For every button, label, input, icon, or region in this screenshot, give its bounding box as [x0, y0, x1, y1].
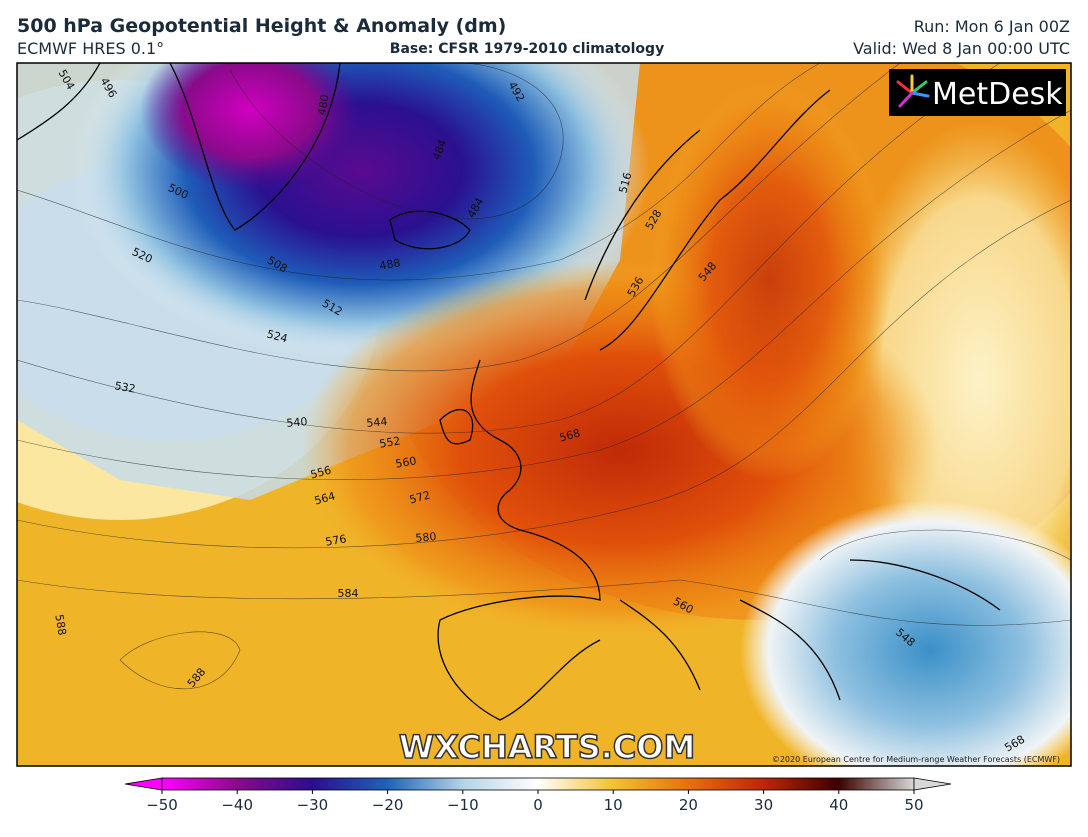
watermark: WXCHARTS.COM — [399, 728, 696, 766]
run: Run: Mon 6 Jan 00Z — [914, 17, 1070, 36]
base: Base: CFSR 1979-2010 climatology — [390, 41, 664, 57]
colorbar-tick-label: 10 — [604, 796, 623, 814]
colorbar-tick-label: 30 — [754, 796, 773, 814]
contour-label: 576 — [324, 532, 347, 548]
colorbar-tick-label: −50 — [146, 796, 178, 814]
logo: MetDesk — [932, 77, 1063, 112]
contour-label: 532 — [114, 379, 137, 395]
colorbar-tick-label: 20 — [679, 796, 698, 814]
colorbar-tick-label: 0 — [533, 796, 543, 814]
colorbar-tick-label: −40 — [221, 796, 253, 814]
copyright: ©2020 European Centre for Medium-range W… — [772, 755, 1060, 764]
colorbar-body — [161, 777, 915, 791]
contour-label: 488 — [378, 256, 401, 272]
contour-label: 580 — [415, 530, 437, 545]
contour-label: 516 — [617, 171, 635, 195]
contour-label: 568 — [558, 427, 582, 445]
valid: Valid: Wed 8 Jan 00:00 UTC — [853, 39, 1070, 58]
colorbar-arrow-high — [913, 777, 952, 791]
colorbar-arrow-low — [124, 777, 163, 791]
colorbar-tick-label: 50 — [904, 796, 923, 814]
contour-label: 524 — [265, 328, 289, 346]
contour-label: 544 — [366, 415, 388, 430]
logo-icon — [896, 74, 930, 108]
colorbar: −50 −40 −30 −20 −10 0 10 20 30 40 50 — [124, 777, 952, 814]
contour-label: 572 — [408, 489, 432, 507]
contour-label: 588 — [52, 613, 68, 636]
contour-label: 556 — [309, 464, 333, 482]
logo-box — [889, 69, 1066, 116]
colorbar-tick-label: −30 — [297, 796, 329, 814]
model: ECMWF HRES 0.1° — [17, 39, 164, 58]
map-frame — [16, 62, 1072, 767]
contour-label: 560 — [394, 454, 417, 470]
contour-label: 480 — [315, 93, 331, 116]
contours — [17, 63, 1071, 690]
colorbar-tick-label: −10 — [447, 796, 479, 814]
title: 500 hPa Geopotential Height & Anomaly (d… — [17, 15, 506, 37]
contour-label: 540 — [286, 415, 308, 430]
contour-label: 584 — [338, 587, 359, 600]
colorbar-tick-label: 40 — [829, 796, 848, 814]
colorbar-tick-label: −20 — [372, 796, 404, 814]
coastlines — [17, 63, 1001, 721]
contour-label: 564 — [313, 490, 337, 508]
contour-label: 552 — [378, 434, 401, 450]
